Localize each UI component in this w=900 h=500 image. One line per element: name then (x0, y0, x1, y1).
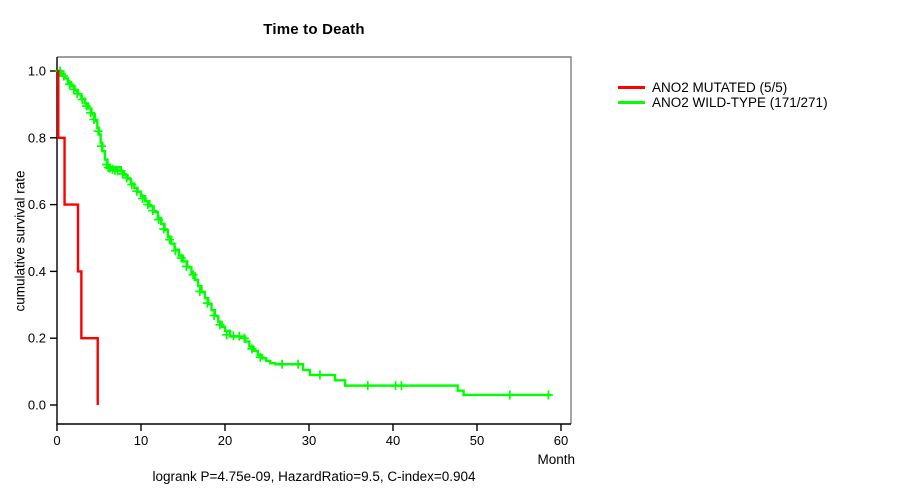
legend-line-wildtype-icon (618, 100, 645, 104)
svg-text:40: 40 (386, 433, 400, 448)
svg-text:0.8: 0.8 (28, 130, 46, 145)
svg-text:1.0: 1.0 (28, 64, 46, 79)
svg-text:0.6: 0.6 (28, 197, 46, 212)
legend-item-mutated: ANO2 MUTATED (5/5) (618, 79, 828, 95)
legend-item-wildtype: ANO2 WILD-TYPE (171/271) (618, 94, 828, 110)
svg-text:10: 10 (134, 433, 148, 448)
svg-text:20: 20 (218, 433, 232, 448)
svg-text:50: 50 (470, 433, 484, 448)
svg-text:30: 30 (302, 433, 316, 448)
svg-text:0.2: 0.2 (28, 331, 46, 346)
svg-text:0.4: 0.4 (28, 264, 46, 279)
x-axis-label: Month (537, 452, 575, 467)
legend: ANO2 MUTATED (5/5) ANO2 WILD-TYPE (171/2… (618, 79, 828, 110)
chart-title: Time to Death (263, 21, 365, 38)
svg-text:0.0: 0.0 (28, 398, 46, 413)
legend-line-mutated-icon (618, 85, 645, 89)
svg-text:60: 60 (554, 433, 568, 448)
legend-label-mutated: ANO2 MUTATED (5/5) (652, 79, 788, 95)
svg-text:0: 0 (53, 433, 60, 448)
stats-caption: logrank P=4.75e-09, HazardRatio=9.5, C-i… (152, 469, 476, 484)
legend-label-wildtype: ANO2 WILD-TYPE (171/271) (652, 94, 828, 110)
